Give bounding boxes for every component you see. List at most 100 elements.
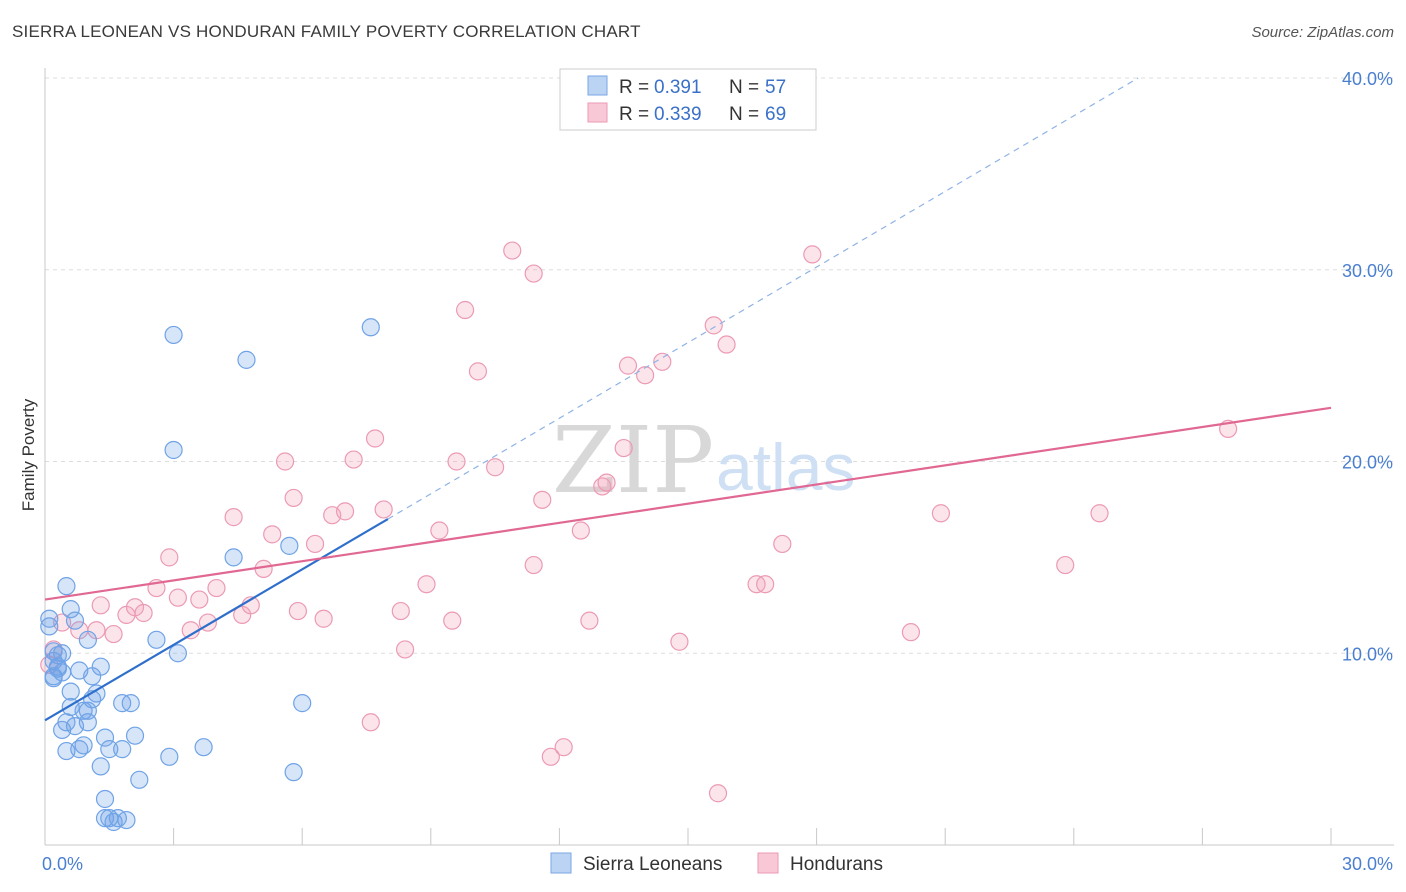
- chart-title: SIERRA LEONEAN VS HONDURAN FAMILY POVERT…: [12, 22, 641, 41]
- honduran-point: [134, 603, 153, 623]
- stats-legend-swatch-honduran: [587, 102, 608, 123]
- sierra-leonean-point: [361, 318, 380, 337]
- watermark-zip: ZIP: [552, 407, 714, 514]
- stats-legend-swatch-sierra: [587, 75, 608, 96]
- honduran-point: [395, 640, 415, 659]
- honduran-points: [40, 241, 1238, 803]
- honduran-point: [541, 747, 560, 766]
- honduran-point: [468, 362, 488, 381]
- legend-label-sierra: Sierra Leoneans: [583, 854, 722, 875]
- sierra-leonean-point: [284, 763, 303, 782]
- series-legend: Sierra Leoneans Hondurans: [550, 852, 883, 875]
- honduran-point: [314, 609, 333, 628]
- honduran-point: [1056, 555, 1075, 575]
- honduran-trend-line: [44, 406, 1332, 601]
- watermark: ZIP atlas: [552, 407, 855, 514]
- sierra-leonean-point: [293, 694, 312, 713]
- sierra-leonean-point: [44, 667, 63, 686]
- stats-r-value-honduran: 0.339: [654, 104, 702, 125]
- honduran-point: [670, 632, 689, 651]
- sierra-leonean-point: [74, 701, 93, 720]
- honduran-point: [704, 316, 723, 335]
- y-tick-label-1: 20.0%: [1342, 453, 1393, 473]
- sierra-leonean-point: [160, 747, 179, 766]
- honduran-point: [717, 335, 736, 354]
- honduran-point: [344, 450, 363, 469]
- sierra-leonean-point: [164, 440, 183, 460]
- honduran-point: [104, 624, 123, 644]
- legend-swatch-honduran: [757, 852, 779, 874]
- honduran-point: [361, 713, 380, 732]
- stats-r-label-honduran: R =: [619, 104, 649, 125]
- honduran-point: [614, 438, 633, 458]
- sierra-leonean-point: [87, 684, 106, 703]
- honduran-point: [524, 555, 543, 575]
- honduran-point: [365, 429, 385, 448]
- sierra-leonean-point: [91, 657, 110, 676]
- honduran-point: [391, 601, 410, 621]
- honduran-point: [284, 488, 303, 508]
- honduran-point: [901, 623, 921, 642]
- honduran-point: [618, 356, 638, 375]
- sierra-leonean-point: [95, 809, 115, 828]
- sierra-leonean-point: [113, 740, 132, 759]
- x-tick-label-1: 30.0%: [1342, 854, 1393, 874]
- honduran-point: [773, 534, 792, 554]
- honduran-point: [443, 611, 462, 630]
- tick-labels: 10.0% 20.0% 30.0% 40.0% 0.0% 30.0%: [42, 69, 1393, 874]
- honduran-point: [524, 264, 543, 283]
- honduran-point: [190, 590, 209, 609]
- honduran-point: [335, 502, 355, 521]
- honduran-point: [305, 534, 325, 554]
- y-axis-title: Family Poverty: [19, 398, 38, 511]
- stats-n-label-sierra: N =: [729, 77, 759, 98]
- honduran-point: [160, 548, 179, 567]
- honduran-point: [580, 611, 599, 630]
- stats-r-value-sierra: 0.391: [654, 77, 702, 98]
- stats-r-label-sierra: R =: [619, 77, 649, 98]
- sierra-leonean-point: [40, 617, 59, 636]
- sierra-leonean-point: [168, 644, 187, 663]
- sierra-leonean-point: [147, 630, 166, 649]
- sierra-leonean-point: [100, 740, 119, 759]
- honduran-point: [533, 490, 552, 509]
- sierra-leonean-point: [91, 757, 110, 776]
- honduran-point: [288, 601, 308, 621]
- honduran-point: [653, 352, 672, 371]
- sierra-leonean-point: [121, 694, 140, 713]
- honduran-point: [931, 504, 951, 523]
- stats-n-value-sierra: 57: [765, 77, 786, 98]
- legend-swatch-sierra: [550, 852, 572, 874]
- stats-legend: R = 0.391 N = 57 R = 0.339 N = 69: [559, 68, 817, 131]
- sierra-leonean-point: [40, 609, 59, 628]
- sierra-leonean-point: [65, 611, 85, 630]
- sierra-leonean-point: [224, 548, 243, 567]
- honduran-point: [417, 575, 436, 594]
- y-tick-label-2: 30.0%: [1342, 261, 1393, 281]
- honduran-point: [430, 521, 449, 540]
- sierra-leonean-point: [61, 682, 80, 701]
- honduran-point: [756, 575, 775, 594]
- sierra-leonean-point: [237, 350, 256, 369]
- honduran-point: [708, 784, 728, 803]
- honduran-point: [597, 473, 616, 492]
- sierra-leonean-point: [78, 701, 97, 720]
- sierra-leonean-point: [130, 770, 149, 789]
- sierra-leonean-point: [78, 630, 97, 649]
- honduran-point: [1090, 504, 1109, 523]
- y-tick-label-3: 40.0%: [1342, 69, 1393, 89]
- honduran-point: [207, 578, 226, 598]
- honduran-point: [168, 588, 187, 607]
- honduran-point: [224, 508, 243, 527]
- sierra-leonean-point: [164, 325, 183, 345]
- trend-lines: [44, 77, 1332, 722]
- watermark-atlas: atlas: [716, 430, 855, 504]
- honduran-point: [447, 452, 466, 471]
- honduran-point: [554, 738, 573, 757]
- sierra-leonean-point: [61, 600, 80, 619]
- sierra-leonean-point: [95, 728, 115, 747]
- legend-label-honduran: Hondurans: [790, 854, 883, 875]
- honduran-point: [486, 458, 505, 477]
- sierra-trend-line: [44, 518, 389, 722]
- honduran-point: [571, 521, 590, 540]
